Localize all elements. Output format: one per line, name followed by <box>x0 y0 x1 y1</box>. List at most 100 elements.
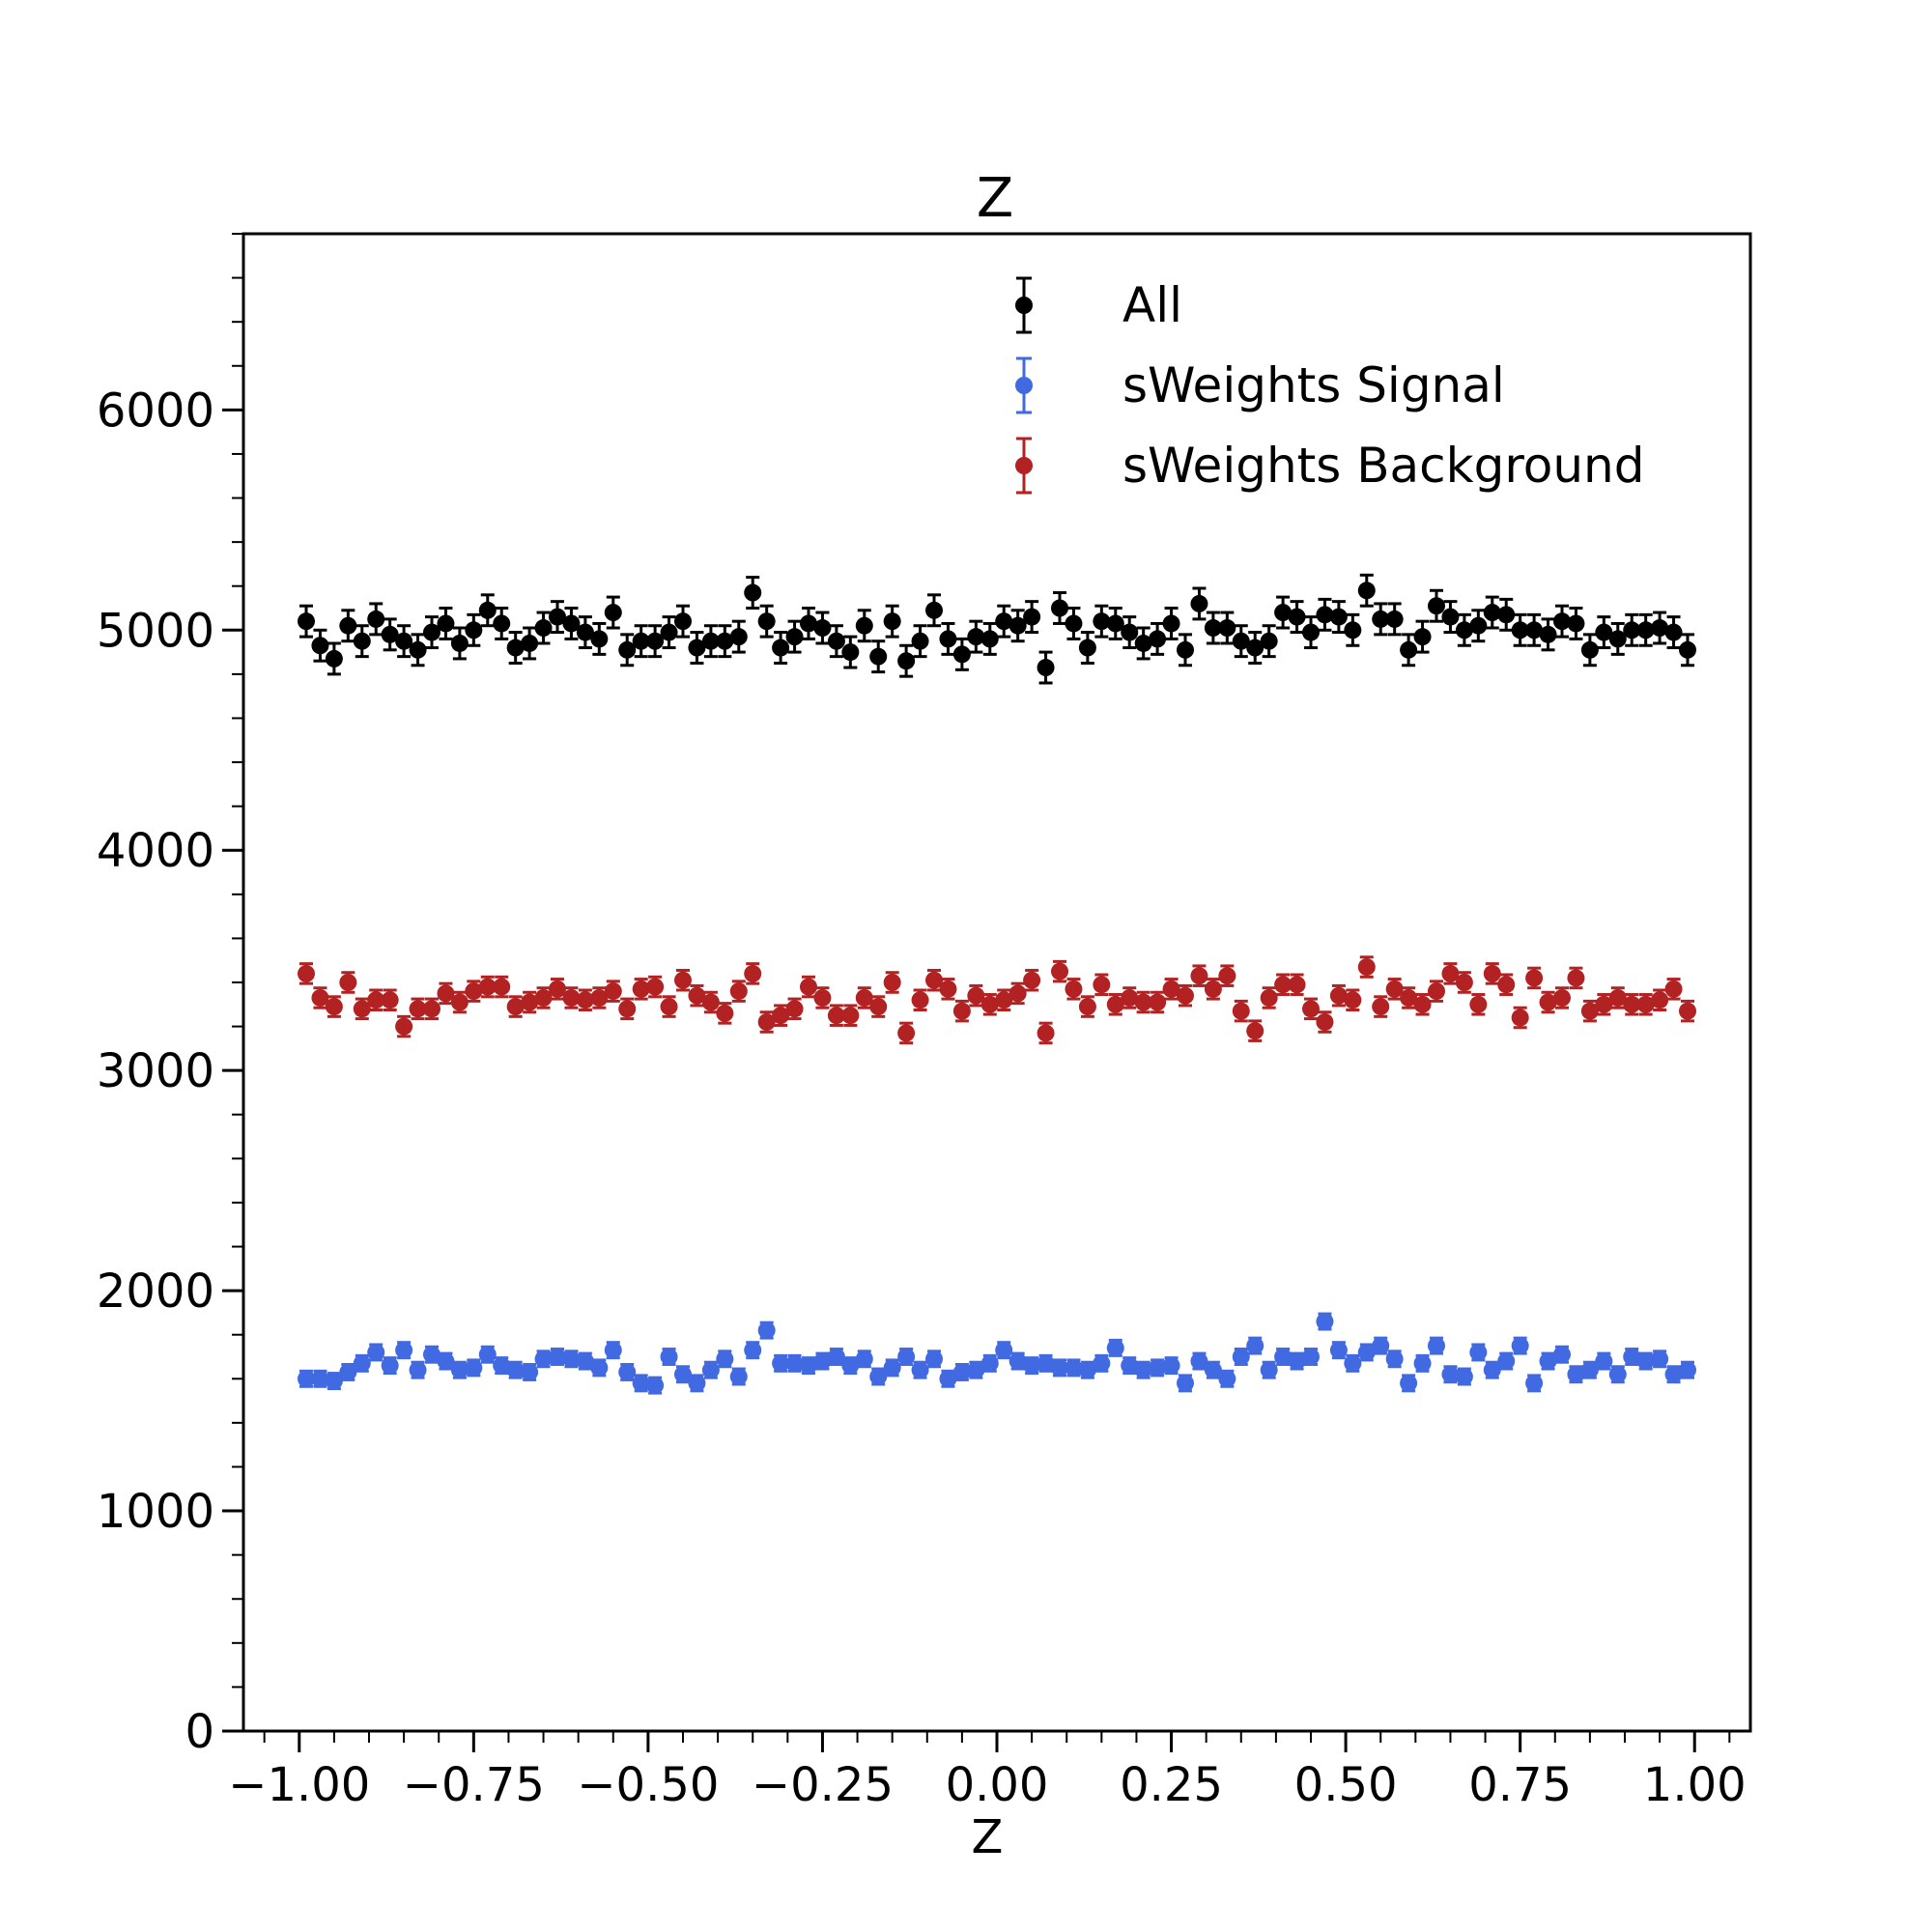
marker <box>1651 1350 1669 1368</box>
data-point <box>339 1362 357 1381</box>
marker <box>604 982 622 1001</box>
data-point <box>409 1360 427 1379</box>
marker <box>1413 628 1432 646</box>
marker <box>298 964 315 982</box>
marker <box>646 632 665 650</box>
marker <box>604 1341 622 1359</box>
marker <box>939 980 957 998</box>
marker <box>450 1361 469 1379</box>
marker <box>1134 1361 1152 1379</box>
marker <box>549 608 566 626</box>
marker <box>478 1346 497 1364</box>
marker <box>869 1368 888 1386</box>
marker <box>381 991 399 1009</box>
marker <box>1218 619 1236 638</box>
marker <box>1204 1361 1222 1379</box>
marker <box>1636 995 1655 1013</box>
data-point <box>1357 955 1376 979</box>
data-point <box>1149 990 1167 1014</box>
data-point <box>576 615 594 650</box>
marker <box>911 632 929 650</box>
data-point <box>757 1010 776 1034</box>
data-point <box>423 997 440 1021</box>
data-point <box>1385 1350 1404 1369</box>
marker <box>1651 619 1669 638</box>
marker <box>995 612 1013 631</box>
data-point <box>855 986 873 1009</box>
marker <box>1651 991 1669 1009</box>
marker <box>1162 980 1180 998</box>
data-point <box>632 978 650 1001</box>
marker <box>506 1361 525 1379</box>
marker <box>1511 1009 1529 1027</box>
marker <box>1664 1365 1683 1383</box>
data-point <box>1078 631 1096 665</box>
marker <box>1009 616 1027 635</box>
marker <box>1385 1350 1404 1368</box>
marker <box>381 625 399 643</box>
data-point <box>478 975 497 999</box>
data-point <box>813 611 832 645</box>
data-point <box>1177 983 1194 1008</box>
marker <box>1595 995 1613 1013</box>
data-point <box>1051 959 1068 983</box>
marker <box>1469 616 1488 635</box>
marker <box>1316 1313 1334 1331</box>
marker <box>939 1370 957 1388</box>
data-point <box>646 1376 665 1395</box>
data-point <box>325 995 343 1018</box>
marker <box>729 628 748 646</box>
marker <box>1134 993 1152 1011</box>
data-point <box>1218 611 1236 645</box>
data-point <box>1009 609 1027 643</box>
marker <box>450 634 469 652</box>
data-point <box>450 626 469 661</box>
data-point <box>1009 1351 1027 1371</box>
data-point <box>1329 1341 1348 1360</box>
marker <box>1483 964 1501 982</box>
marker <box>506 639 525 657</box>
marker <box>1162 1356 1180 1375</box>
data-point <box>967 983 985 1008</box>
marker <box>521 634 539 652</box>
data-point <box>1357 1343 1376 1362</box>
marker <box>1400 640 1418 659</box>
data-point <box>925 1350 943 1369</box>
marker <box>785 1000 804 1018</box>
marker <box>757 1321 776 1340</box>
marker <box>1357 1343 1376 1361</box>
marker <box>1372 998 1390 1016</box>
data-point <box>590 986 609 1009</box>
marker <box>688 1374 706 1392</box>
marker <box>1511 621 1529 639</box>
chart-title: Z <box>977 167 1013 230</box>
marker <box>353 632 371 650</box>
data-point <box>1093 1353 1111 1373</box>
marker <box>1567 969 1585 987</box>
marker <box>855 1350 873 1368</box>
marker <box>1664 623 1683 641</box>
marker <box>395 1017 413 1036</box>
data-point <box>1400 633 1418 668</box>
data-point <box>367 988 385 1011</box>
marker <box>925 601 943 619</box>
data-point <box>604 980 622 1003</box>
data-point <box>883 1358 901 1378</box>
marker <box>952 1002 971 1020</box>
marker <box>1428 597 1445 615</box>
marker <box>952 645 971 664</box>
marker <box>995 1341 1013 1359</box>
data-point <box>298 1369 315 1388</box>
x-tick-label: 0.00 <box>946 1758 1049 1812</box>
data-point <box>549 600 566 635</box>
data-point <box>1288 600 1306 635</box>
data-point <box>1553 604 1571 639</box>
marker <box>1093 1354 1111 1373</box>
marker <box>1078 998 1096 1016</box>
marker <box>1400 988 1418 1007</box>
marker <box>1260 632 1278 650</box>
marker <box>827 1348 845 1366</box>
marker <box>632 980 650 998</box>
data-point <box>1400 1374 1418 1393</box>
series-2 <box>298 955 1696 1045</box>
